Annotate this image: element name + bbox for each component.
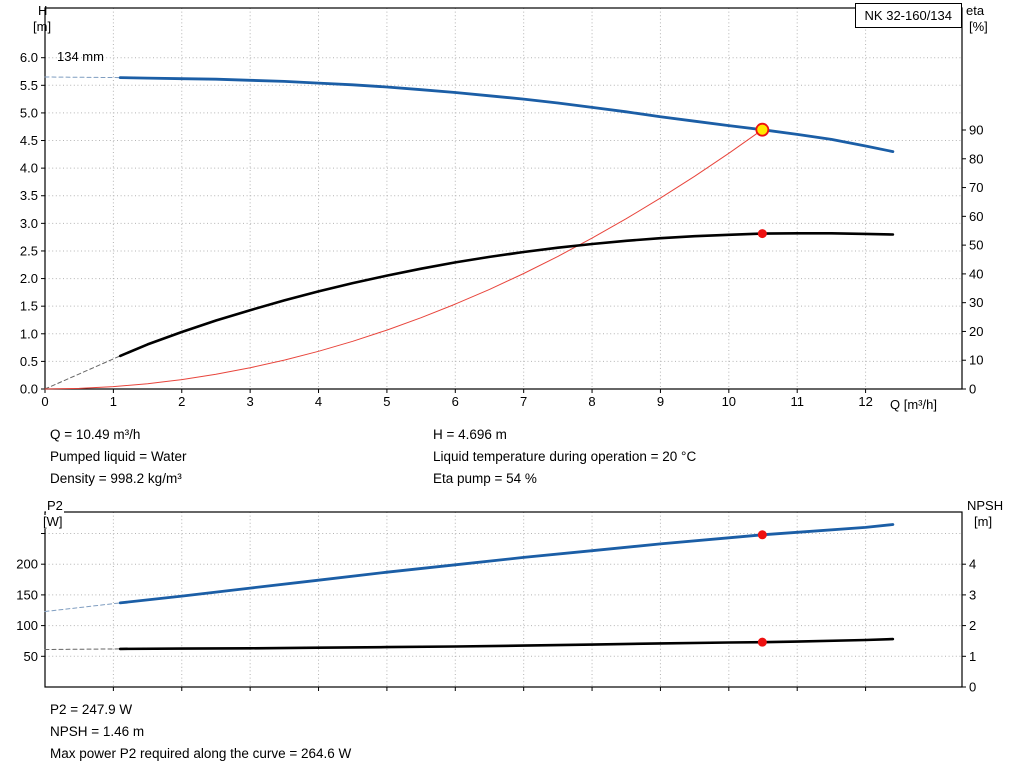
system-curve [44,129,763,390]
svg-text:150: 150 [16,587,38,602]
svg-text:7: 7 [520,394,527,409]
head-value: H = 4.696 m [433,427,507,442]
h-axis-title: H [38,3,48,18]
svg-text:2.0: 2.0 [20,271,38,286]
impeller-diameter-label: 134 mm [57,49,104,64]
svg-text:3: 3 [969,587,976,602]
npsh-axis-title: NPSH [966,498,1005,513]
power-point-marker [757,530,767,540]
svg-text:3.5: 3.5 [20,188,38,203]
efficiency-point-marker [757,229,767,239]
p2-npsh-chart: 50 100 150 200 0 1 2 3 4 [16,511,976,695]
svg-text:1.0: 1.0 [20,326,38,341]
p2-axis-unit: [W] [42,514,64,529]
p2-value: P2 = 247.9 W [50,702,133,717]
duty-info-right-column: H = 4.696 m Liquid temperature during op… [433,424,696,490]
svg-text:5: 5 [383,394,390,409]
npsh-curve [118,637,895,651]
svg-text:6.0: 6.0 [20,50,38,65]
svg-text:1: 1 [969,649,976,664]
svg-text:4: 4 [315,394,322,409]
npsh-axis-unit: [m] [973,514,994,529]
head-curve-extension [44,76,121,79]
svg-text:5.0: 5.0 [20,105,38,120]
svg-text:20: 20 [969,324,983,339]
svg-text:5.5: 5.5 [20,78,38,93]
svg-text:0: 0 [41,394,48,409]
npsh-point-marker [757,637,767,647]
eta-axis-unit: [%] [969,19,988,34]
svg-text:2.5: 2.5 [20,243,38,258]
svg-text:50: 50 [24,649,38,664]
q-axis-title: Q [m³/h] [890,397,937,412]
svg-text:10: 10 [969,353,983,368]
power-npsh-info-block: P2 = 247.9 W NPSH = 1.46 m Max power P2 … [50,699,351,765]
npsh-value: NPSH = 1.46 m [50,724,145,739]
svg-text:90: 90 [969,123,983,138]
pumped-liquid: Pumped liquid = Water [50,449,187,464]
max-power-value: Max power P2 required along the curve = … [50,746,352,761]
svg-text:11: 11 [790,394,804,409]
svg-text:80: 80 [969,151,983,166]
svg-text:0.5: 0.5 [20,354,38,369]
power-curve [118,523,895,605]
duty-point-marker [755,122,770,137]
power-curve-extension [44,602,121,612]
eta-axis-title: eta [966,3,985,18]
flow-value: Q = 10.49 m³/h [50,427,141,442]
svg-text:4.5: 4.5 [20,133,38,148]
svg-text:50: 50 [969,238,983,253]
svg-text:40: 40 [969,266,983,281]
p2-axis-title: P2 [46,498,64,513]
svg-text:1: 1 [110,394,117,409]
svg-text:60: 60 [969,209,983,224]
svg-text:200: 200 [16,557,38,572]
svg-text:0: 0 [969,680,976,695]
density-value: Density = 998.2 kg/m³ [50,471,182,486]
svg-text:6: 6 [452,394,459,409]
svg-text:2: 2 [969,618,976,633]
svg-text:3.0: 3.0 [20,216,38,231]
svg-text:0.0: 0.0 [20,382,38,397]
npsh-curve-extension [44,648,121,650]
duty-info-left-column: Q = 10.49 m³/h Pumped liquid = Water Den… [50,424,186,490]
liquid-temperature: Liquid temperature during operation = 20… [433,449,697,464]
svg-text:3: 3 [247,394,254,409]
svg-text:30: 30 [969,295,983,310]
pump-type-box: NK 32-160/134 [854,3,962,28]
eta-pump-value: Eta pump = 54 % [433,471,537,486]
efficiency-curve [118,232,895,358]
efficiency-curve-extension [44,355,121,390]
svg-text:4.0: 4.0 [20,161,38,176]
svg-text:1.5: 1.5 [20,299,38,314]
h-axis-unit: [m] [33,19,52,34]
svg-text:100: 100 [16,618,38,633]
hq-eta-chart: 0 1 2 3 4 5 6 7 8 9 10 11 120.00.51.01.52.02.53.03.5… [20,7,983,409]
svg-text:8: 8 [588,394,595,409]
svg-text:9: 9 [657,394,664,409]
svg-text:12: 12 [858,394,872,409]
svg-text:4: 4 [969,557,976,572]
svg-text:2: 2 [178,394,185,409]
svg-text:0: 0 [969,382,976,397]
svg-text:70: 70 [969,180,983,195]
svg-text:10: 10 [722,394,736,409]
